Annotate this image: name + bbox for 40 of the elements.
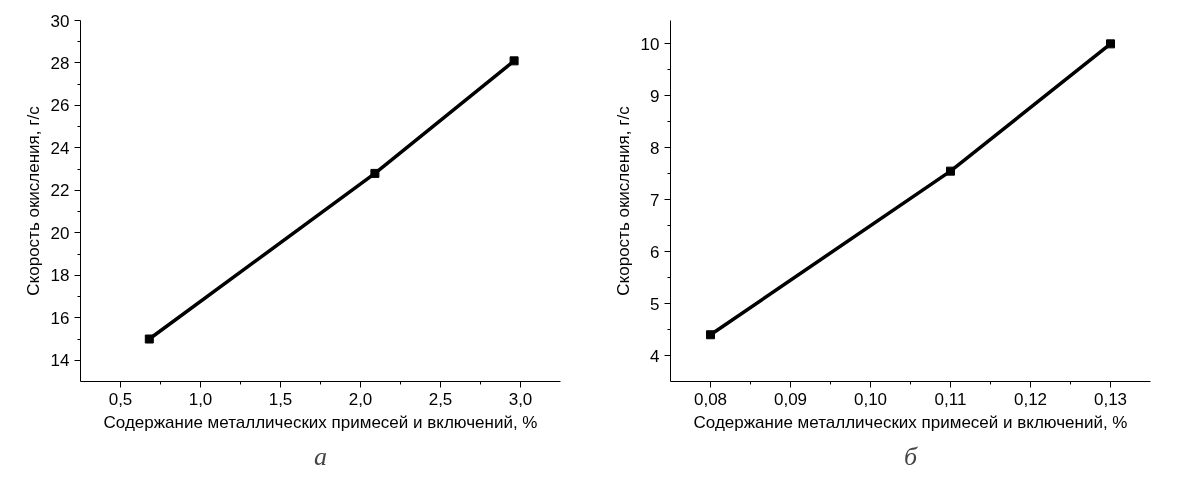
x-tick-label: 2,5 (428, 389, 453, 409)
y-tick-label: 5 (650, 294, 660, 314)
point (1106, 39, 1115, 49)
y-tick-label: 7 (650, 190, 660, 210)
x-axis-title: Содержание металлических примесей и включений, % (103, 412, 538, 432)
x-tick-label: 0,5 (108, 389, 133, 409)
y-tick-label: 20 (50, 223, 70, 243)
x-tick-label: 1,0 (188, 389, 213, 409)
y-tick-label: 24 (50, 138, 70, 158)
point (144, 334, 154, 344)
y-tick-label: 10 (640, 34, 660, 54)
x-tick-label: 1,5 (268, 389, 293, 409)
x-axis-title: Содержание металлических примесей и включений, % (693, 412, 1128, 432)
point (706, 330, 715, 340)
point (509, 56, 519, 66)
x-tick-label: 3,0 (508, 389, 533, 409)
x-tick-label: 2,0 (348, 389, 373, 409)
y-tick-label: 30 (50, 11, 70, 31)
y-tick-label: 14 (50, 351, 70, 371)
x-tick-label: 0,10 (853, 389, 888, 409)
y-tick-label: 8 (650, 138, 660, 158)
point (946, 166, 955, 176)
x-tick-label: 0,11 (934, 389, 967, 409)
x-tick-label: 0,08 (693, 389, 728, 409)
text: а (314, 441, 327, 471)
x-tick-label: 0,12 (1013, 389, 1048, 409)
y-tick-label: 6 (650, 242, 660, 262)
y-tick-label: 28 (50, 53, 70, 73)
text: б (903, 441, 918, 471)
x-tick-label: 0,13 (1093, 389, 1128, 409)
y-tick-label: 16 (50, 308, 70, 328)
y-axis-title: Скорость окисления, г/с (23, 105, 43, 296)
y-tick-label: 9 (650, 86, 660, 106)
x-tick-label: 0,09 (773, 389, 808, 409)
point (370, 168, 380, 178)
y-tick-label: 26 (50, 96, 70, 116)
y-tick-label: 22 (50, 181, 70, 201)
y-tick-label: 4 (650, 346, 660, 366)
y-axis-title: Скорость окисления, г/с (613, 105, 633, 296)
y-tick-label: 18 (50, 266, 70, 286)
